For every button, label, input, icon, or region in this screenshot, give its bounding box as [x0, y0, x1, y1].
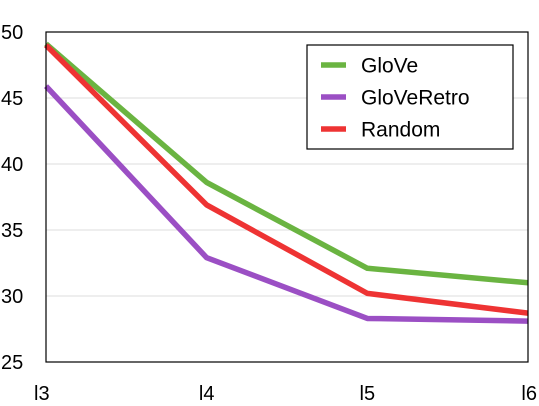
plot-frame — [45, 31, 529, 363]
y-tick-label: 50 — [1, 22, 23, 44]
legend-label: GloVe — [361, 55, 418, 78]
y-tick-label: 45 — [1, 88, 23, 110]
x-tick-label: l6 — [521, 383, 537, 405]
legend: GloVe GloVeRetro Random — [306, 44, 514, 150]
y-tick-label: 25 — [1, 352, 23, 374]
legend-label: GloVeRetro — [361, 87, 470, 110]
y-tick-label: 40 — [1, 154, 23, 176]
legend-label: Random — [361, 119, 440, 142]
x-tick-label: l3 — [34, 383, 50, 405]
y-tick-label: 35 — [1, 220, 23, 242]
y-tick-label: 30 — [1, 286, 23, 308]
series-line-glove — [44, 41, 529, 286]
x-tick-label: l5 — [360, 383, 376, 405]
series-line-gloveretro — [43, 84, 529, 324]
x-tick-label: l4 — [199, 383, 215, 405]
x-axis-ticks: l3 l4 l5 l6 — [34, 383, 537, 405]
y-axis-ticks: 25 30 35 40 45 50 — [1, 22, 23, 374]
series-lines — [43, 41, 529, 324]
series-line-random — [44, 43, 529, 316]
